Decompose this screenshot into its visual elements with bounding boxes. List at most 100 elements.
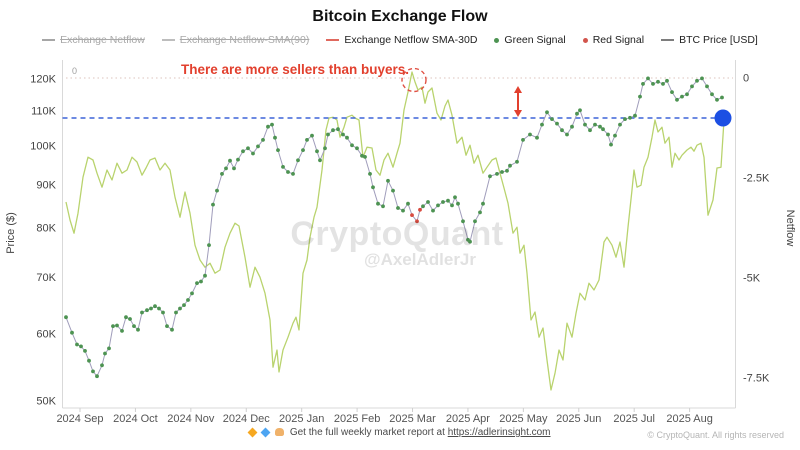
legend-item-green-signal[interactable]: Green Signal — [494, 34, 566, 46]
legend-item-exchange-netflow-sma-30d[interactable]: Exchange Netflow SMA-30D — [326, 34, 477, 46]
month-label: 2025 Jan — [279, 413, 324, 425]
green-signal-dot — [680, 94, 684, 99]
green-signal-dot — [199, 279, 203, 284]
green-signal-dot — [170, 327, 174, 332]
green-signal-dot — [575, 111, 579, 116]
green-signal-dot — [178, 306, 182, 311]
green-signal-dot — [83, 349, 87, 353]
green-signal-dot — [695, 78, 699, 83]
green-signal-dot — [710, 92, 714, 97]
green-signal-dot — [318, 158, 322, 163]
green-signal-dot — [500, 170, 504, 174]
green-signal-dot — [598, 124, 602, 129]
legend-item-btc-price-usd-[interactable]: BTC Price [USD] — [661, 34, 758, 46]
netflow-tick-label: -5K — [743, 273, 761, 285]
green-signal-dot — [266, 124, 270, 129]
green-signal-dot — [195, 281, 199, 285]
green-signal-dot — [550, 117, 554, 121]
green-signal-dot — [601, 127, 605, 132]
green-signal-dot — [401, 208, 405, 213]
orange-diamond-icon — [248, 427, 258, 438]
green-signal-dot — [528, 132, 532, 137]
green-signal-dot — [273, 135, 277, 140]
green-signal-dot — [186, 298, 190, 302]
green-signal-dot — [670, 90, 674, 94]
green-signal-dot — [149, 306, 153, 311]
legend-item-exchange-netflow[interactable]: Exchange Netflow — [42, 34, 145, 46]
green-signal-dot — [623, 117, 627, 121]
green-signal-dot — [305, 138, 309, 142]
green-signal-dot — [79, 344, 83, 349]
green-signal-dot — [535, 135, 539, 140]
green-signal-dot — [207, 243, 211, 248]
green-signal-dot — [145, 308, 149, 313]
green-signal-dot — [381, 204, 385, 209]
green-signal-dot — [570, 124, 574, 129]
footer-report-note: Get the full weekly market report at htt… — [0, 427, 800, 438]
red-signal-dot — [410, 213, 414, 218]
netflow-tick-label: 0 — [743, 73, 749, 85]
month-label: 2025 Jul — [613, 413, 655, 425]
watermark-cryptoquant: CryptoQuant — [290, 215, 504, 253]
green-signal-dot — [720, 95, 724, 100]
green-signal-dot — [363, 155, 367, 159]
netflow-zero-label: 0 — [72, 66, 77, 76]
green-signal-dot — [286, 170, 290, 174]
green-signal-dot — [618, 122, 622, 127]
green-signal-dot — [350, 143, 354, 148]
green-signal-dot — [64, 315, 68, 320]
green-signal-dot — [75, 342, 79, 347]
green-signal-dot — [521, 138, 525, 142]
green-signal-dot — [220, 172, 224, 176]
month-label: 2024 Dec — [223, 413, 271, 425]
green-signal-dot — [481, 201, 485, 206]
green-signal-dot — [153, 304, 157, 309]
blue-diamond-icon — [260, 427, 271, 438]
green-signal-dot — [426, 200, 430, 204]
green-signal-dot — [345, 135, 349, 140]
green-signal-dot — [315, 149, 319, 154]
green-signal-dot — [103, 351, 107, 356]
legend-item-red-signal[interactable]: Red Signal — [582, 34, 644, 46]
green-signal-dot — [355, 146, 359, 151]
month-label: 2025 May — [499, 413, 548, 425]
legend-label: Exchange Netflow — [60, 34, 145, 46]
green-signal-dot — [593, 122, 597, 127]
green-signal-dot — [555, 121, 559, 126]
sellers-annotation-text: There are more sellers than buyers. — [180, 62, 410, 77]
green-signal-dot — [715, 97, 719, 102]
green-signal-dot — [246, 146, 250, 151]
green-signal-dot — [132, 324, 136, 328]
green-signal-dot — [107, 346, 111, 351]
red-signal-dot — [418, 207, 422, 212]
green-signal-dot — [165, 324, 169, 328]
green-signal-dot — [540, 122, 544, 127]
legend-dot-icon — [582, 37, 588, 43]
green-signal-dot — [456, 201, 460, 206]
green-signal-dot — [665, 78, 669, 83]
green-signal-dot — [508, 163, 512, 168]
green-signal-dot — [224, 166, 228, 171]
green-signal-dot — [613, 133, 617, 138]
legend-label: Green Signal — [504, 34, 566, 46]
price-tick-label: 60K — [36, 328, 56, 340]
green-signal-dot — [360, 153, 364, 158]
legend-label: Exchange Netflow-SMA(90) — [179, 34, 310, 46]
sellers-annotation-circle — [401, 67, 427, 93]
green-signal-dot — [583, 122, 587, 127]
green-signal-dot — [241, 149, 245, 154]
green-signal-dot — [606, 132, 610, 137]
month-label: 2025 Aug — [666, 413, 713, 425]
green-signal-dot — [87, 358, 91, 363]
footer-report-link[interactable]: https://adlerinsight.com — [447, 427, 551, 438]
arrow-head-down — [514, 110, 522, 117]
green-signal-dot — [124, 315, 128, 320]
green-signal-dot — [700, 76, 704, 81]
green-signal-dot — [446, 198, 450, 203]
green-signal-dot — [545, 110, 549, 115]
left-axis-title: Price ($) — [5, 212, 17, 254]
legend-item-exchange-netflow-sma-90-[interactable]: Exchange Netflow-SMA(90) — [161, 34, 310, 46]
green-signal-dot — [70, 330, 74, 335]
